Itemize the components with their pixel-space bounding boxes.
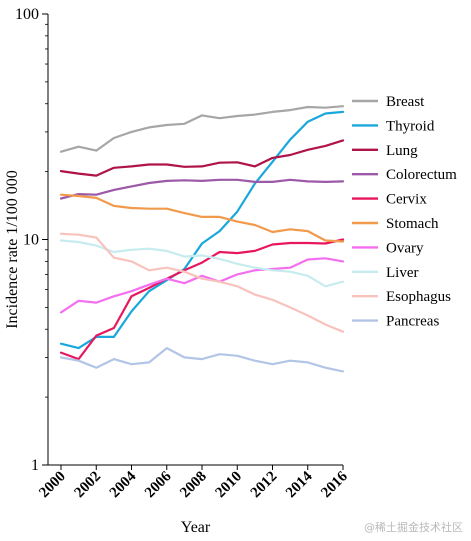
legend-label-liver: Liver bbox=[386, 265, 418, 281]
legend-label-esophagus: Esophagus bbox=[386, 289, 451, 305]
legend-label-colorectum: Colorectum bbox=[386, 167, 457, 183]
legend-label-thyroid: Thyroid bbox=[386, 118, 435, 134]
legend-label-cervix: Cervix bbox=[386, 192, 427, 208]
legend-label-breast: Breast bbox=[386, 94, 425, 110]
legend-label-stomach: Stomach bbox=[386, 216, 439, 232]
x-tick-label: 2006 bbox=[142, 468, 175, 501]
series-line-breast bbox=[59, 105, 345, 153]
x-tick-label: 2016 bbox=[318, 468, 351, 501]
series-line-cervix bbox=[59, 238, 345, 361]
watermark: @稀土掘金技术社区 bbox=[364, 521, 463, 534]
y-tick-label: 100 bbox=[15, 6, 39, 23]
x-tick-label: 2002 bbox=[72, 469, 105, 502]
x-axis-title: Year bbox=[181, 519, 211, 536]
x-tick-label: 2004 bbox=[107, 468, 140, 501]
legend: Breast Thyroid Lung Colorectum Cervix Stomach… bbox=[352, 94, 457, 330]
x-tick-label: 2014 bbox=[283, 468, 316, 501]
x-tick-label: 2010 bbox=[213, 469, 246, 502]
series-line-ovary bbox=[59, 257, 345, 314]
y-tick-label: 10 bbox=[23, 232, 39, 249]
series-lines bbox=[59, 105, 345, 373]
axis-ticks: 1 10 100 2000 2002 2004 2006 2008 2010 2012 2014 20… bbox=[15, 6, 351, 501]
series-line-esophagus bbox=[59, 232, 345, 333]
series-line-colorectum bbox=[59, 178, 345, 200]
x-tick-label: 2012 bbox=[248, 469, 281, 502]
series-line-pancreas bbox=[59, 347, 345, 373]
legend-label-ovary: Ovary bbox=[386, 240, 424, 256]
series-line-stomach bbox=[59, 193, 345, 243]
legend-label-lung: Lung bbox=[386, 143, 418, 159]
series-line-thyroid bbox=[59, 110, 345, 350]
x-tick-label: 2000 bbox=[36, 469, 69, 502]
x-tick-label: 2008 bbox=[177, 469, 210, 502]
chart-axes bbox=[47, 14, 343, 466]
y-tick-label: 1 bbox=[31, 457, 39, 474]
series-line-lung bbox=[59, 139, 345, 177]
y-axis-title: Incidence rate 1/100 000 bbox=[4, 170, 21, 329]
legend-label-pancreas: Pancreas bbox=[386, 314, 439, 330]
